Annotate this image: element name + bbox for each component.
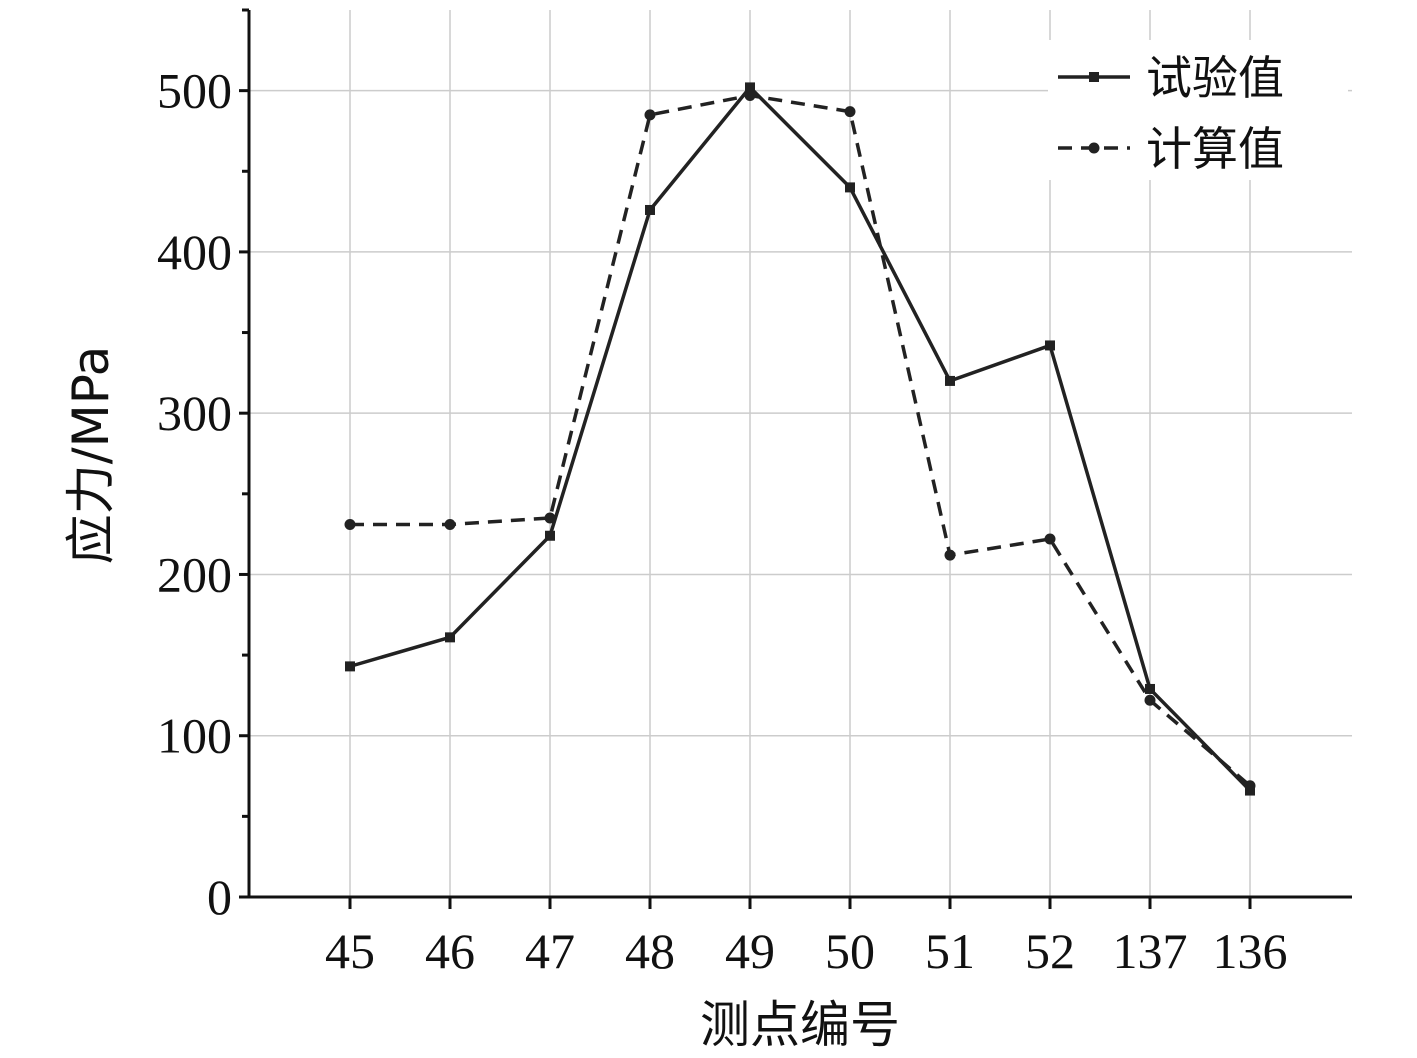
data-point <box>545 530 555 541</box>
x-tick-label: 48 <box>625 923 675 979</box>
x-tick-label: 49 <box>725 923 775 979</box>
legend-label-1: 试验值 <box>1146 51 1284 105</box>
data-point <box>544 512 556 524</box>
data-point <box>845 182 855 193</box>
x-tick-label: 47 <box>525 923 575 979</box>
y-tick-label: 400 <box>157 224 232 280</box>
data-point <box>1044 533 1056 545</box>
x-tick-label: 50 <box>825 923 875 979</box>
x-tick-label: 52 <box>1025 923 1075 979</box>
y-tick-label: 100 <box>157 708 232 764</box>
y-tick-label: 200 <box>157 546 232 602</box>
y-tick-label: 300 <box>157 385 232 441</box>
data-point <box>744 89 756 101</box>
data-point <box>645 204 655 215</box>
data-point <box>944 549 956 561</box>
x-tick-label: 137 <box>1113 923 1188 979</box>
series-layer <box>344 82 1256 796</box>
data-point <box>444 518 456 530</box>
data-point <box>1144 694 1156 706</box>
data-point <box>1045 340 1055 351</box>
data-point <box>745 82 755 93</box>
data-point <box>1244 780 1256 792</box>
data-point <box>644 109 656 121</box>
x-tick-label: 45 <box>325 923 375 979</box>
grid-lines <box>249 10 1352 897</box>
x-axis-title: 测点编号 <box>700 996 900 1054</box>
data-point <box>345 661 355 672</box>
x-tick-label: 51 <box>925 923 975 979</box>
data-point <box>1145 683 1155 694</box>
data-point <box>945 375 955 386</box>
axes <box>239 8 1352 909</box>
data-point <box>844 106 856 118</box>
data-point <box>445 632 455 643</box>
tick-labels: 0 100 200 300 400 500 45 46 47 48 49 50 51 52 137 136 <box>157 63 1288 979</box>
series-line-2 <box>350 93 1252 788</box>
legend-marker <box>1089 72 1099 82</box>
series-line-1 <box>349 85 1252 792</box>
data-point <box>344 518 356 530</box>
x-tick-label: 46 <box>425 923 475 979</box>
y-tick-label: 0 <box>207 869 232 925</box>
y-tick-label: 500 <box>157 63 232 119</box>
legend-marker <box>1088 142 1100 154</box>
y-axis-title: 应力/MPa <box>62 346 120 565</box>
legend-label-2: 计算值 <box>1146 122 1284 176</box>
x-tick-label: 136 <box>1213 923 1288 979</box>
legend-background <box>1048 40 1348 180</box>
